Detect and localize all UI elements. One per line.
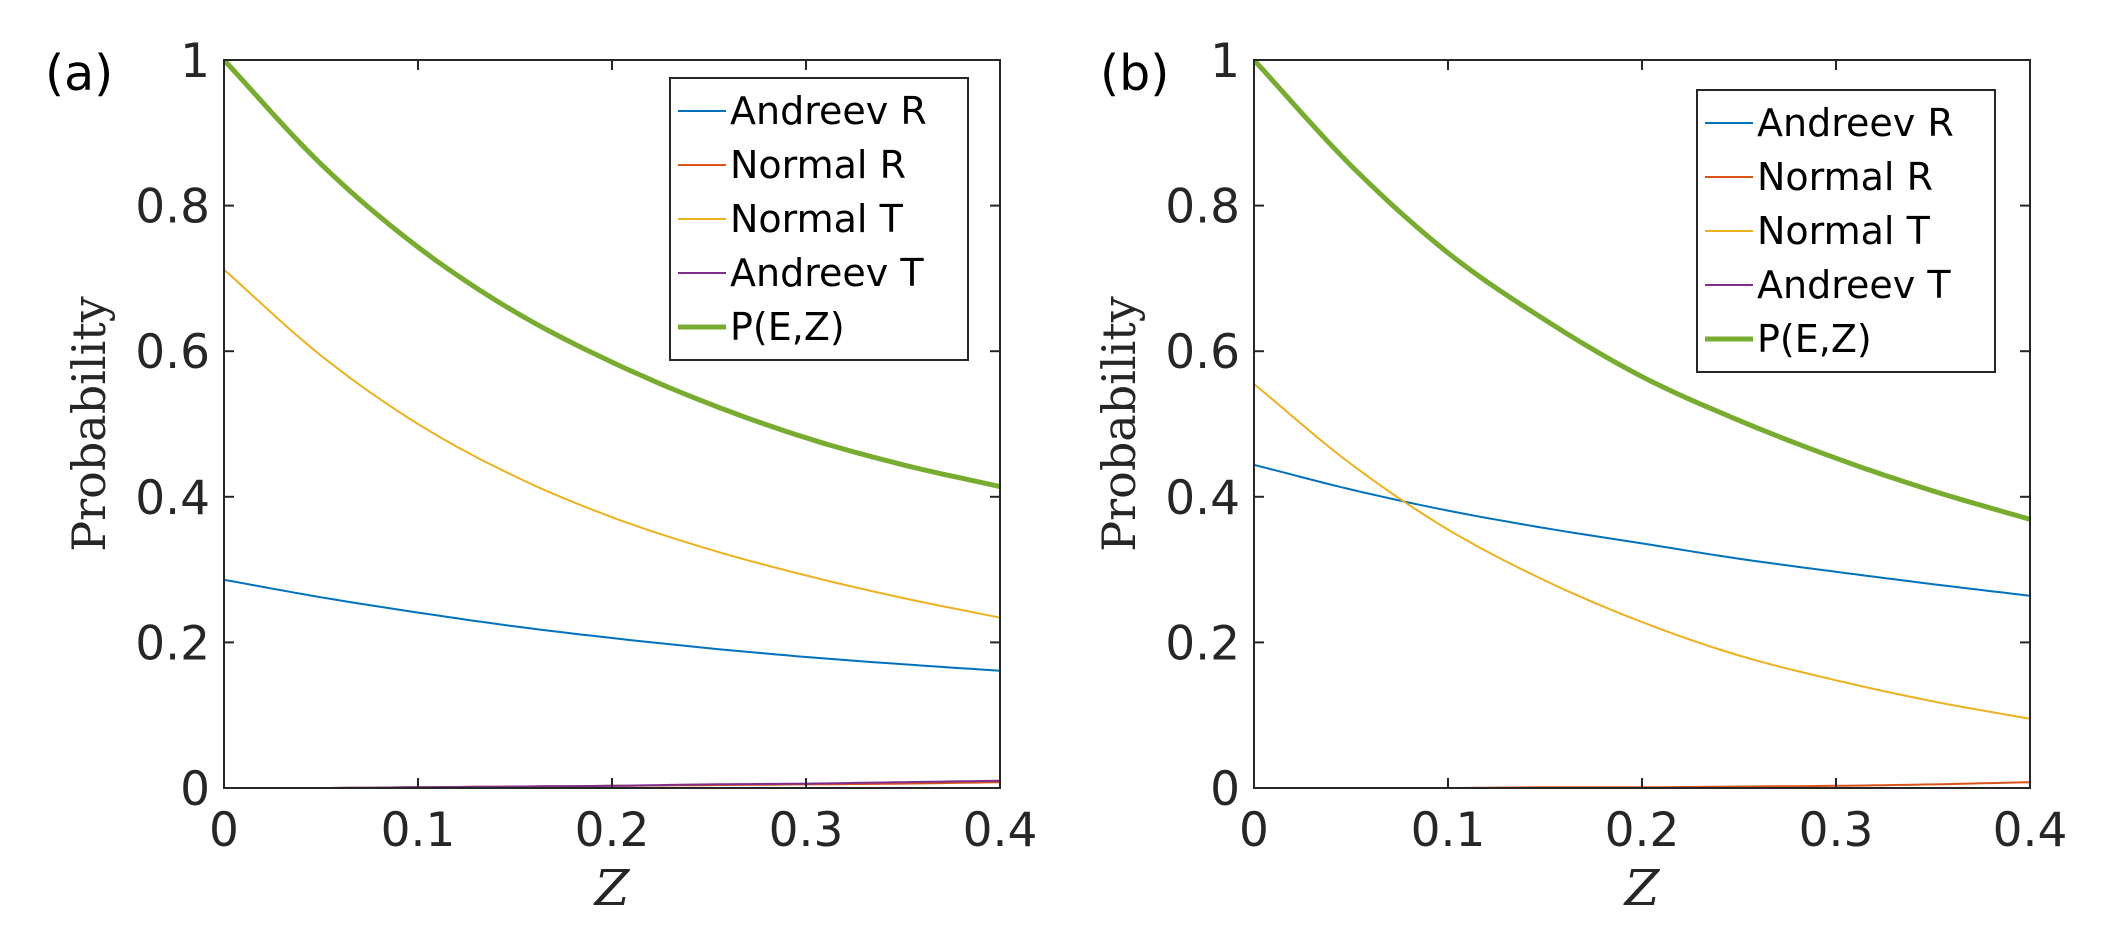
legend: Andreev R Normal R Normal T Andreev T P(E,Z) (1696, 89, 1996, 373)
y-tick-label: 0.6 (1165, 325, 1240, 380)
x-tick-label: 0.1 (381, 803, 456, 858)
legend-entry-andreev-t: Andreev T (730, 251, 924, 295)
y-tick-label: 0.8 (1165, 180, 1240, 235)
y-tick-label: 0.2 (1165, 616, 1240, 671)
series-line-p-e-z (224, 60, 1000, 490)
x-tick-label: 0.2 (575, 803, 650, 858)
panel-label: (b) (1100, 45, 1169, 102)
panel-b: (b) 0 0.1 0.2 0.3 0.4 0 0.2 0.4 0.6 0.8 1 Z Probabili… (1092, 34, 2067, 917)
legend-entry-normal-t: Normal T (1757, 209, 1931, 253)
y-tick-label: 0.2 (135, 616, 210, 671)
legend-entry-p-e-z: P(E,Z) (1757, 317, 1872, 361)
x-axis-label: Z (1623, 859, 1661, 917)
legend-entry-normal-r: Normal R (730, 143, 906, 187)
y-axis-label: Probability (62, 296, 116, 552)
y-tick-label: 0.8 (135, 180, 210, 235)
legend-entry-p-e-z: P(E,Z) (730, 305, 845, 349)
y-tick-label: 0.6 (135, 325, 210, 380)
y-axis-label: Probability (1092, 296, 1146, 552)
y-tick-label: 1 (1210, 34, 1240, 89)
x-tick-label: 0.3 (1799, 803, 1874, 858)
x-tick-label: 0 (1239, 803, 1269, 858)
x-tick-label: 0.4 (1993, 803, 2068, 858)
x-tick-label: 0 (209, 803, 239, 858)
legend-entry-normal-r: Normal R (1757, 155, 1933, 199)
x-tick-label: 0.2 (1605, 803, 1680, 858)
legend-entry-andreev-t: Andreev T (1757, 263, 1951, 307)
series-line-p-e-z (1254, 60, 2030, 522)
y-tick-label: 0 (1210, 762, 1240, 817)
legend: Andreev R Normal R Normal T Andreev T P(E,Z) (669, 77, 969, 361)
y-tick-label: 0 (180, 762, 210, 817)
y-tick-label: 0.4 (135, 471, 210, 526)
x-tick-label: 0.3 (769, 803, 844, 858)
legend-entry-normal-t: Normal T (730, 197, 904, 241)
series-line-andreev-r (224, 578, 1000, 672)
legend-entry-andreev-r: Andreev R (1757, 101, 1954, 145)
series-line-andreev-r (1254, 463, 2030, 597)
series-line-normal-t (1254, 383, 2030, 720)
x-axis-label: Z (593, 859, 631, 917)
x-tick-label: 0.4 (963, 803, 1038, 858)
y-tick-label: 1 (180, 34, 210, 89)
y-tick-label: 0.4 (1165, 471, 1240, 526)
panel-a: (a) 0 0.1 0.2 0.3 0.4 0 0.2 0.4 0.6 0.8 1 Z Probabili… (45, 34, 1037, 917)
panel-label: (a) (45, 45, 113, 102)
legend-entry-andreev-r: Andreev R (730, 89, 927, 133)
series-line-normal-t (224, 268, 1000, 619)
x-tick-label: 0.1 (1411, 803, 1486, 858)
